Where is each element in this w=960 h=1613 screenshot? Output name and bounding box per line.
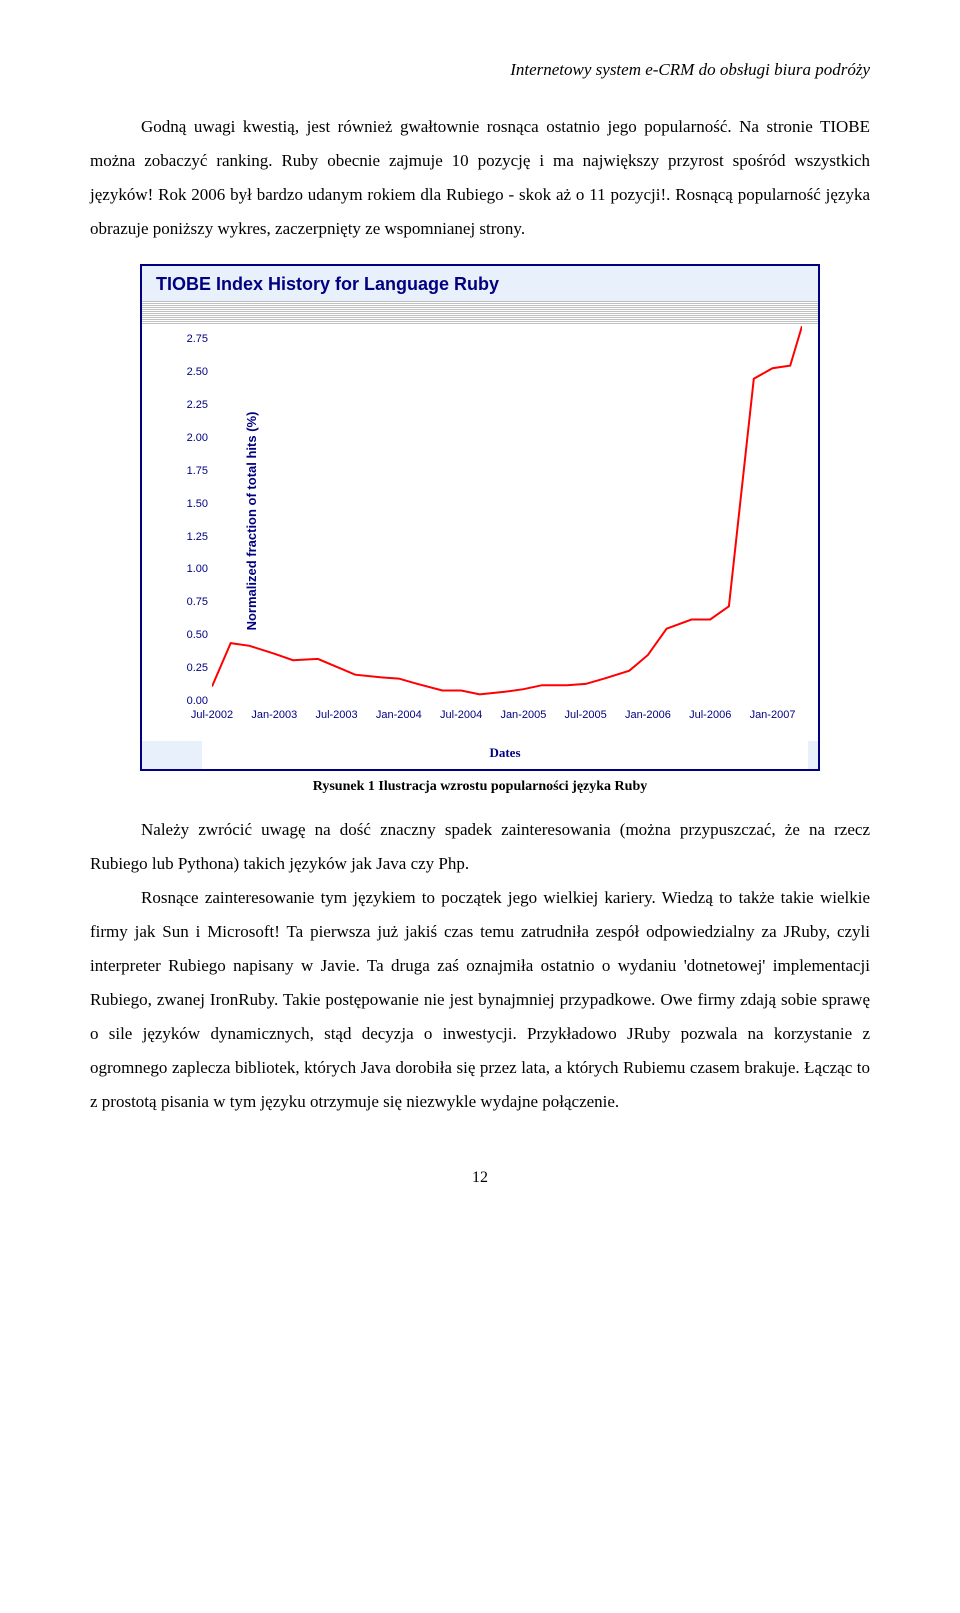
- ytick-label: 0.25: [176, 662, 208, 674]
- body-text-block-2: Należy zwrócić uwagę na dość znaczny spa…: [90, 813, 870, 1119]
- paragraph-1: Godną uwagi kwestią, jest również gwałto…: [90, 110, 870, 246]
- xtick-label: Jan-2007: [750, 709, 796, 721]
- xtick-label: Jul-2003: [315, 709, 357, 721]
- ytick-label: 2.25: [176, 399, 208, 411]
- ytick-label: 0.50: [176, 629, 208, 641]
- chart-title: TIOBE Index History for Language Ruby: [142, 266, 818, 301]
- ytick-label: 2.50: [176, 366, 208, 378]
- paragraph-2: Należy zwrócić uwagę na dość znaczny spa…: [90, 813, 870, 881]
- xtick-label: Jul-2005: [565, 709, 607, 721]
- running-header: Internetowy system e-CRM do obsługi biur…: [90, 60, 870, 80]
- chart-plot-area: Normalized fraction of total hits (%) 0.…: [142, 301, 818, 741]
- page-number: 12: [90, 1169, 870, 1187]
- ytick-label: 1.50: [176, 498, 208, 510]
- ytick-label: 1.00: [176, 563, 208, 575]
- ytick-label: 0.75: [176, 596, 208, 608]
- xtick-label: Jul-2004: [440, 709, 482, 721]
- chart-line-svg: [212, 313, 802, 701]
- paragraph-3: Rosnące zainteresowanie tym językiem to …: [90, 881, 870, 1119]
- ytick-label: 1.75: [176, 465, 208, 477]
- xtick-label: Jan-2003: [251, 709, 297, 721]
- xtick-label: Jul-2006: [689, 709, 731, 721]
- ytick-label: 1.25: [176, 531, 208, 543]
- xtick-label: Jul-2002: [191, 709, 233, 721]
- xtick-label: Jan-2006: [625, 709, 671, 721]
- chart-inner: [212, 313, 802, 701]
- figure-container: TIOBE Index History for Language Ruby No…: [90, 264, 870, 771]
- ytick-label: 0.00: [176, 695, 208, 707]
- figure-caption: Rysunek 1 Ilustracja wzrostu popularnośc…: [90, 779, 870, 795]
- body-text-block-1: Godną uwagi kwestią, jest również gwałto…: [90, 110, 870, 246]
- xtick-label: Jan-2005: [500, 709, 546, 721]
- ytick-label: 2.75: [176, 333, 208, 345]
- chart-data-line: [212, 326, 802, 694]
- ytick-label: 2.00: [176, 432, 208, 444]
- x-axis-label: Dates: [202, 741, 808, 769]
- tiobe-chart: TIOBE Index History for Language Ruby No…: [140, 264, 820, 771]
- xtick-label: Jan-2004: [376, 709, 422, 721]
